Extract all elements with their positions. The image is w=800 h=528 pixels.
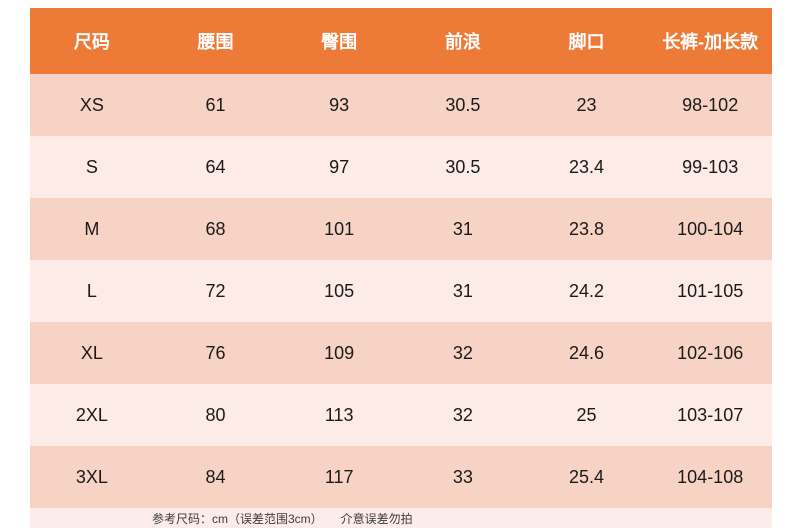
header-cell-waist: 腰围 bbox=[197, 32, 234, 52]
table-cell: 100-104 bbox=[677, 218, 744, 239]
table-cell: 84 bbox=[205, 466, 226, 487]
table-cell: 30.5 bbox=[445, 94, 481, 115]
table-cell: 72 bbox=[205, 280, 226, 301]
table-cell: 24.6 bbox=[569, 342, 605, 363]
table-cell: 98-102 bbox=[682, 94, 739, 115]
header-cell-leg-opening: 脚口 bbox=[568, 32, 605, 52]
table-row-xl: XL 76 109 32 24.6 102-106 bbox=[30, 322, 772, 384]
table-row-l: L 72 105 31 24.2 101-105 bbox=[30, 260, 772, 322]
table-cell: 101 bbox=[324, 218, 355, 239]
table-cell: 97 bbox=[329, 156, 350, 177]
table-row-3xl: 3XL 84 117 33 25.4 104-108 bbox=[30, 446, 772, 508]
table-cell: 64 bbox=[205, 156, 226, 177]
table-cell: 2XL bbox=[75, 404, 108, 425]
table-cell: 31 bbox=[452, 280, 473, 301]
size-chart-table: 尺码 腰围 臀围 前浪 脚口 长裤-加长款 XS 61 93 30.5 23 9… bbox=[30, 8, 772, 528]
table-cell: 117 bbox=[324, 466, 354, 487]
header-cell-front-rise: 前浪 bbox=[444, 32, 481, 52]
table-cell: M bbox=[84, 218, 100, 239]
table-cell: 102-106 bbox=[677, 342, 744, 363]
table-cell: 3XL bbox=[75, 466, 108, 487]
table-cell: 23.4 bbox=[569, 156, 605, 177]
table-body: XS 61 93 30.5 23 98-102 S 64 97 30.5 23.… bbox=[30, 74, 772, 508]
table-row-s: S 64 97 30.5 23.4 99-103 bbox=[30, 136, 772, 198]
table-cell: 109 bbox=[324, 342, 355, 363]
table-cell: 61 bbox=[205, 94, 226, 115]
table-cell: XS bbox=[79, 94, 104, 115]
table-cell: 103-107 bbox=[677, 404, 744, 425]
table-cell: 113 bbox=[324, 404, 354, 425]
table-cell: 68 bbox=[205, 218, 226, 239]
table-cell: XL bbox=[80, 342, 103, 363]
table-cell: 76 bbox=[205, 342, 226, 363]
table-header-row: 尺码 腰围 臀围 前浪 脚口 长裤-加长款 bbox=[30, 8, 772, 74]
footnote-bar: 参考尺码：cm（误差范围3cm） 介意误差勿拍 bbox=[30, 508, 772, 528]
table-cell: 80 bbox=[205, 404, 226, 425]
table-cell: 101-105 bbox=[677, 280, 744, 301]
header-cell-pants-length: 长裤-加长款 bbox=[662, 32, 759, 52]
table-cell: 32 bbox=[452, 404, 473, 425]
table-row-2xl: 2XL 80 113 32 25 103-107 bbox=[30, 384, 772, 446]
header-cell-size: 尺码 bbox=[73, 32, 110, 52]
table-cell: 23.8 bbox=[569, 218, 605, 239]
table-cell: 105 bbox=[324, 280, 355, 301]
table-cell: 31 bbox=[452, 218, 473, 239]
size-reference-note: 参考尺码：cm（误差范围3cm） 介意误差勿拍 bbox=[152, 511, 413, 526]
table-cell: 33 bbox=[452, 466, 473, 487]
table-cell: 25.4 bbox=[569, 466, 605, 487]
table-cell: 24.2 bbox=[569, 280, 605, 301]
table-cell: 25 bbox=[576, 404, 597, 425]
table-cell: 99-103 bbox=[682, 156, 739, 177]
table-cell: 30.5 bbox=[445, 156, 481, 177]
table-cell: 104-108 bbox=[677, 466, 744, 487]
table-cell: L bbox=[86, 280, 97, 301]
table-cell: 23 bbox=[576, 94, 597, 115]
table-cell: S bbox=[85, 156, 98, 177]
table-row-m: M 68 101 31 23.8 100-104 bbox=[30, 198, 772, 260]
table-cell: 93 bbox=[329, 94, 350, 115]
header-cell-hip: 臀围 bbox=[321, 32, 358, 52]
table-cell: 32 bbox=[452, 342, 473, 363]
table-row-xs: XS 61 93 30.5 23 98-102 bbox=[30, 74, 772, 136]
